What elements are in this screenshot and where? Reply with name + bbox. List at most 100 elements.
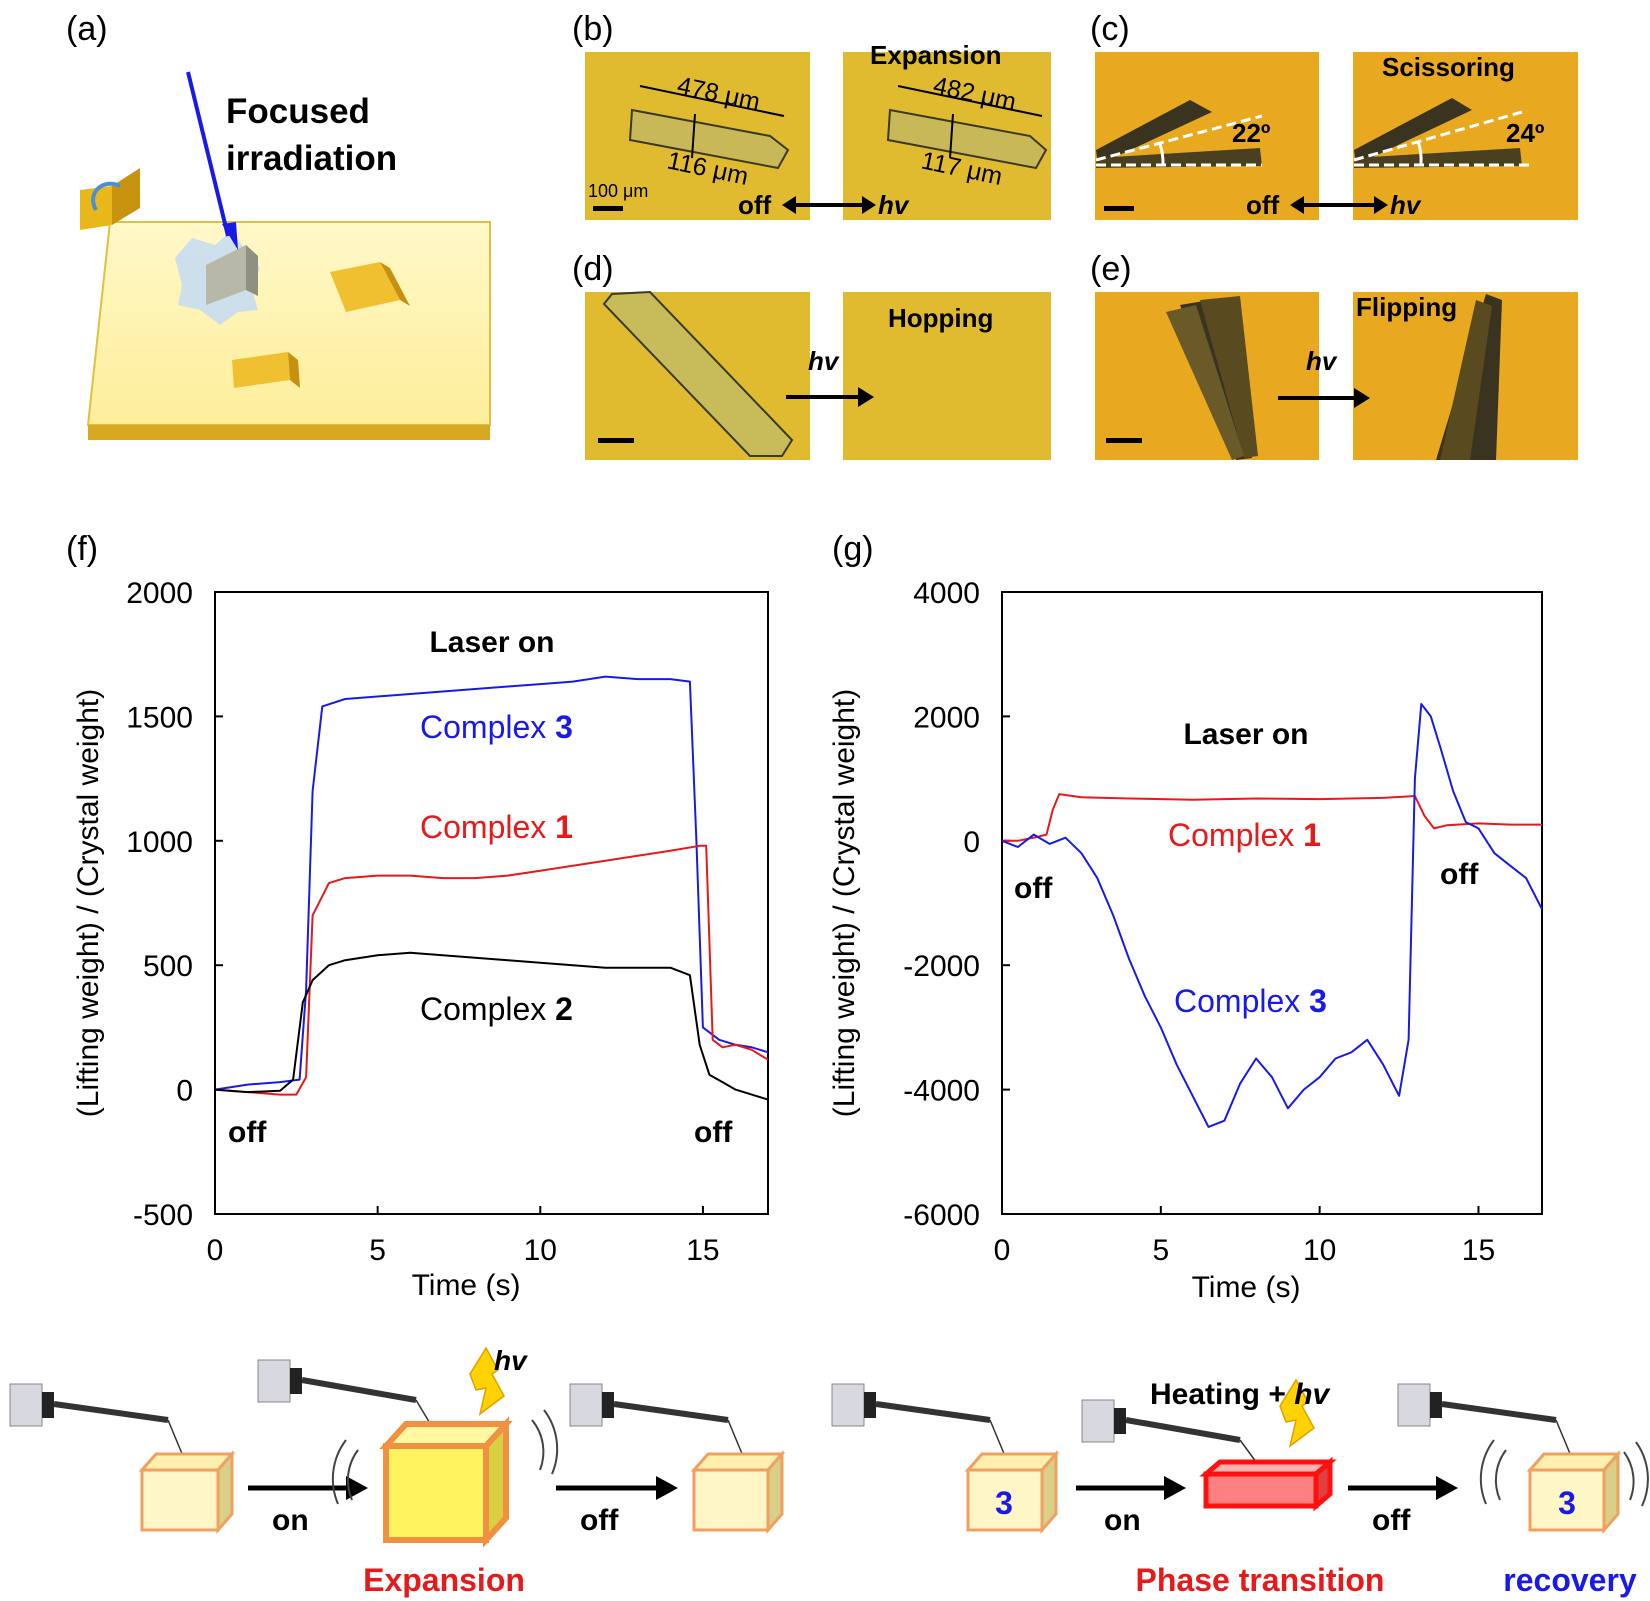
chart-g-label-complex1-num: 1 xyxy=(1303,817,1321,853)
chart-g-xtick-label-0: 0 xyxy=(994,1234,1011,1267)
hv-label-d: hv xyxy=(808,346,840,376)
crystal-c-before-top xyxy=(1096,100,1212,165)
chart-g-y-axis: -6000 -4000 -2000 0 2000 4000 xyxy=(903,577,1010,1232)
chart-g-label-complex1-text: Complex xyxy=(1168,817,1303,853)
crystal-b-before xyxy=(628,108,790,170)
chart-f-line-complex-1 xyxy=(214,844,769,1096)
panel-a-title-line2: irradiation xyxy=(226,139,397,178)
crystal-e-before-2 xyxy=(1200,296,1258,458)
arrowhead-c-right xyxy=(1374,196,1388,214)
scale-bar-b xyxy=(593,206,623,211)
chart-f: (f) -500 0 500 1000 1500 2000 0 5 10 15 Laser on… xyxy=(66,530,769,1302)
arrowhead-off-g xyxy=(1436,1476,1458,1500)
panel-label-a: (a) xyxy=(66,10,108,48)
sensor-block-g2 xyxy=(1081,1399,1115,1443)
chart-g-ytick-label-0: -6000 xyxy=(903,1199,980,1232)
chart-g-label-complex1: Complex 1 xyxy=(1168,817,1321,853)
slab-g2-top xyxy=(1199,1459,1337,1477)
crystal-right-side xyxy=(380,262,410,306)
schematic-g: 3 on Heating + hv Phase transition off 3… xyxy=(831,1378,1649,1598)
caption-recovery: recovery xyxy=(1503,1562,1637,1598)
irradiated-crystal-side xyxy=(246,245,258,296)
width-arrow-b-before xyxy=(691,113,696,159)
chart-f-ytick-label-3: 1000 xyxy=(126,826,193,859)
chart-g-ytick-label-4: 2000 xyxy=(913,701,980,734)
chart-f-xtick-label-3: 15 xyxy=(686,1234,719,1267)
cube-g1-side xyxy=(1040,1450,1058,1534)
panel-label-e: (e) xyxy=(1090,250,1132,288)
chart-g-ytick-label-1: -4000 xyxy=(903,1075,980,1108)
cantilever-1 xyxy=(53,1401,169,1423)
arrowhead-on-g xyxy=(1164,1476,1186,1500)
angle-line-c-before-top xyxy=(1095,114,1263,162)
chart-f-ytick-label-2: 500 xyxy=(143,950,193,983)
chart-f-ylabel: (Lifting weight) / (Crystal weight) xyxy=(72,689,105,1117)
cube-1-side xyxy=(216,1450,234,1534)
cantilever-g2 xyxy=(1125,1417,1241,1443)
cantilever-3 xyxy=(613,1401,729,1423)
chart-f-ytick-label-1: 0 xyxy=(176,1075,193,1108)
chart-f-line-complex-3 xyxy=(214,675,769,1091)
panel-label-b: (b) xyxy=(572,10,614,48)
chart-f-label-complex2-text: Complex xyxy=(420,991,555,1027)
label-heating-hv: hv xyxy=(1294,1378,1331,1411)
arrowhead-b-right xyxy=(862,196,876,214)
width-arrow-b-after xyxy=(949,113,954,159)
cube-2-front xyxy=(383,1443,489,1543)
cantilever-g1 xyxy=(875,1401,991,1423)
scale-bar-d xyxy=(598,438,634,443)
length-arrow-b-after xyxy=(897,85,1043,117)
off-label-b: off xyxy=(738,190,772,220)
chart-f-line-complex-2 xyxy=(214,951,769,1101)
chart-f-label-complex1-num: 1 xyxy=(555,809,573,845)
chart-g-xlabel: Time (s) xyxy=(1192,1271,1301,1304)
chart-g-label-complex3-num: 3 xyxy=(1309,983,1327,1019)
label-off-g: off xyxy=(1372,1504,1411,1537)
chart-f-ytick-label-0: -500 xyxy=(133,1199,193,1232)
rotation-arrow-icon xyxy=(91,181,121,211)
cantilever-g3 xyxy=(1441,1401,1557,1423)
chart-g-off-right: off xyxy=(1440,858,1479,891)
off-label-c: off xyxy=(1246,190,1280,220)
cube-g3-side xyxy=(1602,1450,1620,1534)
angle-label-c-before: 22º xyxy=(1232,118,1271,148)
length-arrow-b-before xyxy=(639,85,785,117)
sensor-block-g1 xyxy=(831,1383,865,1427)
angle-arc-c-before xyxy=(1158,143,1165,165)
chart-f-frame xyxy=(214,591,769,1215)
chart-g-ytick-label-5: 4000 xyxy=(913,577,980,610)
crystal-d xyxy=(602,290,794,457)
caption-expansion: Expansion xyxy=(363,1562,525,1598)
slab-g2-front xyxy=(1203,1471,1319,1509)
label-on-g: on xyxy=(1104,1504,1141,1537)
panel-d: (d) Hopping hv xyxy=(572,250,1051,460)
angle-arc-c-after xyxy=(1416,140,1423,165)
irradiated-crystal xyxy=(206,245,246,305)
sensor-mount-3 xyxy=(602,1392,614,1418)
cube-g3-label: 3 xyxy=(1558,1485,1576,1521)
slab-g2-side xyxy=(1313,1456,1333,1512)
chart-f-off-left: off xyxy=(228,1116,267,1149)
panel-b: (b) 478 μm 116 μm 482 μm 117 μm 100 μm E… xyxy=(572,10,1051,220)
arrowhead-e xyxy=(1354,388,1370,408)
panel-label-d: (d) xyxy=(572,250,614,288)
chart-g-xtick-label-1: 5 xyxy=(1152,1234,1169,1267)
arrowhead-off-f xyxy=(656,1476,678,1500)
chart-g-line-complex-1 xyxy=(1002,793,1542,842)
panel-label-g: (g) xyxy=(832,530,874,568)
chart-f-xlabel: Time (s) xyxy=(412,1269,521,1302)
chart-f-label-complex3: Complex 3 xyxy=(420,709,573,745)
rotated-crystal-side xyxy=(112,168,140,225)
chart-f-label-complex3-num: 3 xyxy=(555,709,573,745)
chart-g-series-group xyxy=(1001,703,1543,1128)
arrowhead-b-left xyxy=(782,196,796,214)
lightning-icon-g xyxy=(1279,1378,1315,1448)
chart-f-x-axis: 0 5 10 15 xyxy=(207,1206,720,1267)
sensor-mount-g1 xyxy=(864,1392,876,1418)
chart-f-label-complex2-num: 2 xyxy=(555,991,573,1027)
panel-e: (e) Flipping hv xyxy=(1090,250,1578,460)
chart-f-series-group xyxy=(214,675,769,1101)
chart-g-xtick-label-3: 15 xyxy=(1462,1234,1495,1267)
crystal-bottom xyxy=(232,352,290,388)
scale-bar-e xyxy=(1106,438,1142,443)
